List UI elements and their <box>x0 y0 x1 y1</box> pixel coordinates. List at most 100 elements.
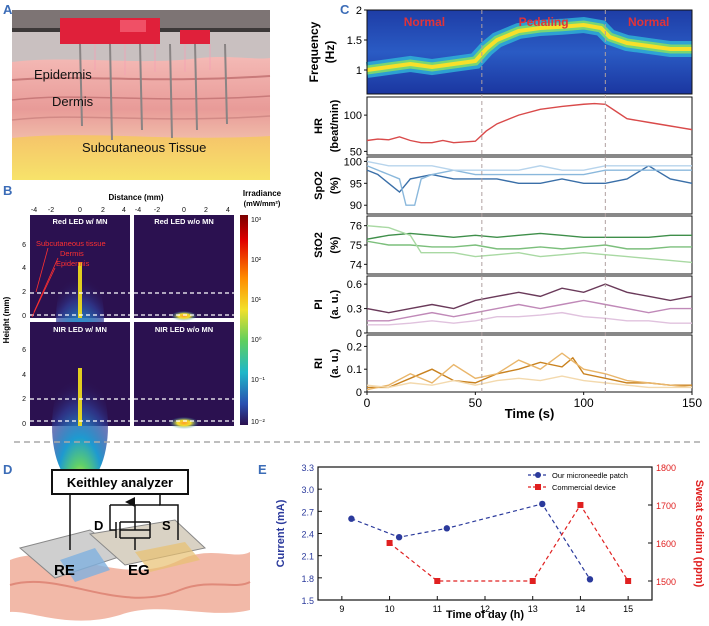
y-tick-label: 1.5 <box>301 596 314 606</box>
subplot-frame <box>366 215 693 275</box>
series-line-pi-1 <box>366 283 693 314</box>
y-tick-label: 0.1 <box>347 364 362 376</box>
colorbar-tick: 10² <box>251 257 262 264</box>
b-xtick: 4 <box>226 207 230 214</box>
b-xtick: -4 <box>31 207 37 214</box>
y-axis-label: HR <box>313 118 325 134</box>
data-point <box>386 540 393 546</box>
y-axis-label: StO2 <box>313 232 325 258</box>
x-tick-label: 9 <box>339 604 344 614</box>
series-line-sto2-1 <box>366 232 692 240</box>
colorbar-tick: 10³ <box>251 217 262 224</box>
b-xtick: 2 <box>204 207 208 214</box>
b-xtick: -2 <box>154 207 160 214</box>
y-axis-label: RI <box>313 358 325 369</box>
x-tick-label: 15 <box>623 604 633 614</box>
b-xtick: 4 <box>122 207 126 214</box>
data-point <box>625 578 632 584</box>
data-point <box>443 525 451 532</box>
map-title: NIR LED w/ MN <box>53 325 107 334</box>
b-ytick: 2 <box>22 396 26 403</box>
b-xtick: 0 <box>182 207 186 214</box>
b-ytick: 4 <box>22 372 26 379</box>
y-tick-label: 50 <box>350 146 362 158</box>
series-line-spo2-3 <box>366 160 692 171</box>
colorbar-tick: 10⁻² <box>251 419 265 426</box>
b-ytick: 0 <box>22 421 26 428</box>
y-axis-label: (beat/min) <box>329 99 341 152</box>
panel-c: Normal Pedaling Normal 1 1.5 2 Frequency (Hz) 50… <box>307 5 702 421</box>
y-tick-label: 100 <box>344 110 362 122</box>
y-tick-label: 1.8 <box>301 574 314 584</box>
x-tick-label: 14 <box>575 604 585 614</box>
series-line-spo2-2 <box>366 165 692 206</box>
y-tick-label: 2.4 <box>301 530 314 540</box>
b-ytick: 6 <box>22 347 26 354</box>
x-tick-label: 10 <box>385 604 395 614</box>
colorbar <box>240 215 248 425</box>
y-tick-label: 2 <box>356 5 362 17</box>
series-line-sto2-2 <box>366 240 692 250</box>
x-tick-label: 0 <box>364 396 371 410</box>
panel-d-schematic: Keithley analyzer D S RE EG <box>9 469 251 621</box>
re-label: RE <box>54 562 75 579</box>
data-point <box>539 500 546 508</box>
y-tick-label: 95 <box>350 178 362 190</box>
panel-b-xtitle: Distance (mm) <box>108 193 163 202</box>
panel-a-illustration: Epidermis Dermis Subcutaneous Tissue <box>11 10 271 180</box>
x-axis-label: Time (s) <box>505 406 555 421</box>
colorbar-title: Irradiance <box>243 189 282 198</box>
epidermis-label: Epidermis <box>34 67 92 82</box>
y2-tick-label: 1600 <box>656 539 676 549</box>
y-tick-label: 1.5 <box>347 35 362 47</box>
legend-label: Commercial device <box>552 483 616 492</box>
y-tick-label: 90 <box>350 200 362 212</box>
data-point <box>395 533 403 541</box>
b-xtick: 0 <box>78 207 82 214</box>
y-axis-label: (%) <box>329 236 341 253</box>
spectrogram-band-peak <box>366 22 692 72</box>
b-ytick: 6 <box>22 242 26 249</box>
y-axis-label: Frequency <box>307 21 321 82</box>
series-line-pi-3 <box>367 311 692 326</box>
y-tick-label: 100 <box>344 156 362 168</box>
panel-label-e: E <box>258 462 267 477</box>
data-point <box>348 515 355 522</box>
keithley-analyzer-box <box>51 469 189 495</box>
phase-label: Normal <box>628 15 669 29</box>
y-tick-label: 0.6 <box>347 279 362 291</box>
heatmap-nir-without-mn <box>134 322 234 426</box>
x-axis-label: Time of day (h) <box>446 609 524 621</box>
y-tick-label: 1 <box>356 65 362 77</box>
panel-b: Distance (mm) -4 -2 0 2 4 -4 -2 0 2 4 He… <box>2 189 282 486</box>
subplot-frame <box>366 96 693 156</box>
series-line-sto2-3 <box>366 224 693 264</box>
y-tick-label: 76 <box>350 221 362 233</box>
y2-tick-label: 1800 <box>656 463 676 473</box>
y-tick-label: 3.0 <box>301 485 314 495</box>
b-xtick: 2 <box>101 207 105 214</box>
legend-marker <box>535 472 541 478</box>
panel-b-ytitle: Height (mm) <box>2 296 11 343</box>
b-ytick: 0 <box>22 313 26 320</box>
map-title: NIR LED w/o MN <box>155 325 213 334</box>
data-point <box>434 578 441 584</box>
panel-label-b: B <box>3 183 13 198</box>
panel-e-frame <box>317 466 653 601</box>
series-line-ri-3 <box>366 375 692 389</box>
x-tick-label: 50 <box>469 396 483 410</box>
b-xtick: -4 <box>135 207 141 214</box>
panel-label-c: C <box>340 2 350 17</box>
y-axis-label: Current (mA) <box>275 499 287 567</box>
y2-axis-label: Sweat sodium (ppm) <box>693 480 705 588</box>
y-axis-label: (%) <box>329 177 341 194</box>
subcutaneous-label: Subcutaneous Tissue <box>82 140 206 155</box>
x-tick-label: 150 <box>682 396 702 410</box>
panel-label-d: D <box>3 462 13 477</box>
x-tick-label: 13 <box>528 604 538 614</box>
series-line-spo2-1 <box>366 164 693 194</box>
y-axis-label: (Hz) <box>323 41 337 64</box>
series-line-pi-2 <box>367 299 692 322</box>
phase-label: Pedaling <box>519 15 569 29</box>
